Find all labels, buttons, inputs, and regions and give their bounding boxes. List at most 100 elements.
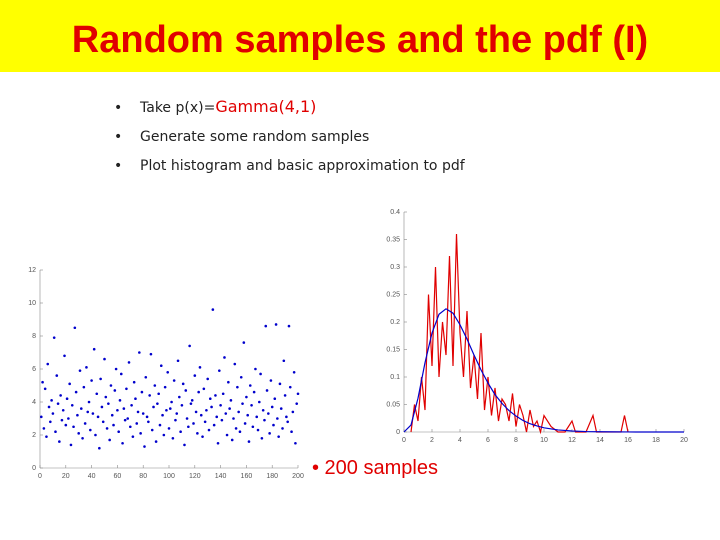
sample-point — [198, 366, 202, 369]
sample-point — [110, 413, 114, 417]
y-tick-label: 0 — [396, 429, 400, 436]
x-tick-label: 80 — [139, 473, 147, 480]
sample-point — [241, 402, 244, 405]
sample-point — [175, 412, 179, 415]
x-tick-label: 0 — [402, 437, 406, 444]
x-tick-label: 20 — [62, 473, 70, 480]
sample-point — [224, 412, 228, 415]
sample-point — [230, 438, 234, 442]
sample-point — [221, 392, 225, 396]
sample-point — [290, 430, 293, 434]
sample-point — [292, 371, 296, 374]
sample-point — [203, 420, 207, 424]
sample-point — [74, 390, 78, 394]
x-tick-label: 4 — [458, 437, 462, 444]
sample-point — [188, 344, 191, 348]
sample-point — [67, 417, 70, 420]
sample-point — [166, 371, 170, 374]
x-tick-label: 12 — [568, 437, 576, 444]
sample-point — [65, 397, 69, 401]
sample-point — [89, 428, 92, 432]
sample-point — [107, 402, 110, 405]
sample-point — [285, 415, 288, 419]
sample-point — [194, 410, 198, 414]
sample-point — [99, 377, 102, 381]
sample-point — [277, 435, 280, 438]
sample-point — [91, 412, 95, 415]
sample-point — [127, 361, 131, 364]
sample-point — [243, 422, 247, 425]
sample-point — [138, 351, 141, 354]
sample-point — [274, 323, 278, 326]
sample-point — [187, 425, 190, 429]
x-tick-label: 160 — [241, 473, 253, 480]
sample-point — [60, 418, 64, 422]
sample-point — [141, 412, 145, 415]
sample-point — [208, 397, 212, 401]
sample-point — [147, 420, 150, 424]
sample-point — [270, 405, 274, 409]
sample-point — [100, 405, 104, 409]
sample-point — [291, 410, 295, 414]
sample-point — [79, 407, 83, 410]
sample-point — [196, 432, 199, 435]
sample-point — [168, 407, 172, 410]
sample-point — [70, 404, 74, 407]
sample-point — [153, 384, 157, 387]
title-band — [0, 0, 720, 72]
sample-point — [52, 336, 56, 339]
sample-point — [114, 367, 118, 371]
sample-point — [108, 438, 111, 442]
sample-point — [189, 402, 193, 405]
sample-point — [252, 390, 256, 394]
sample-point — [267, 412, 270, 415]
sample-point — [228, 407, 231, 410]
sample-point — [288, 385, 292, 389]
sample-point — [117, 430, 120, 434]
sample-point — [265, 389, 269, 392]
y-tick-label: 4 — [32, 399, 36, 406]
sample-point — [180, 404, 184, 407]
y-tick-label: 0.05 — [386, 401, 400, 408]
sample-point — [219, 404, 222, 407]
sample-point — [239, 375, 243, 379]
sample-point — [41, 380, 44, 384]
sample-point — [116, 408, 119, 412]
sample-point — [55, 374, 59, 377]
sample-point — [258, 400, 261, 404]
x-tick-label: 16 — [624, 437, 632, 444]
sample-point — [121, 441, 124, 445]
sample-note: • 200 samples — [312, 457, 438, 479]
sample-point — [105, 427, 109, 430]
sample-point — [225, 433, 229, 437]
sample-point — [283, 394, 287, 397]
sample-point — [81, 437, 84, 440]
sample-point — [145, 415, 149, 419]
sample-point — [190, 399, 194, 402]
sample-point — [149, 352, 153, 356]
sample-point — [131, 435, 135, 438]
sample-point — [94, 433, 97, 437]
sample-point — [233, 362, 237, 366]
sample-point — [58, 440, 61, 443]
x-tick-label: 0 — [38, 473, 42, 480]
y-tick-label: 0 — [32, 465, 36, 472]
series-line — [410, 233, 629, 435]
sample-point — [118, 399, 122, 402]
sample-point — [202, 387, 206, 391]
sample-point — [206, 377, 209, 381]
sample-point — [286, 420, 289, 424]
x-tick-label: 60 — [114, 473, 122, 480]
sample-point — [176, 359, 180, 363]
sample-point — [178, 395, 181, 399]
sample-point — [193, 374, 197, 377]
sample-point — [212, 423, 216, 427]
sample-point — [232, 417, 235, 420]
sample-point — [126, 417, 130, 420]
sample-point — [184, 389, 188, 392]
sample-point — [158, 423, 162, 427]
sample-point — [192, 422, 195, 425]
bullet-dot: • — [114, 158, 122, 174]
sample-point — [260, 437, 264, 440]
sample-point — [150, 428, 154, 432]
